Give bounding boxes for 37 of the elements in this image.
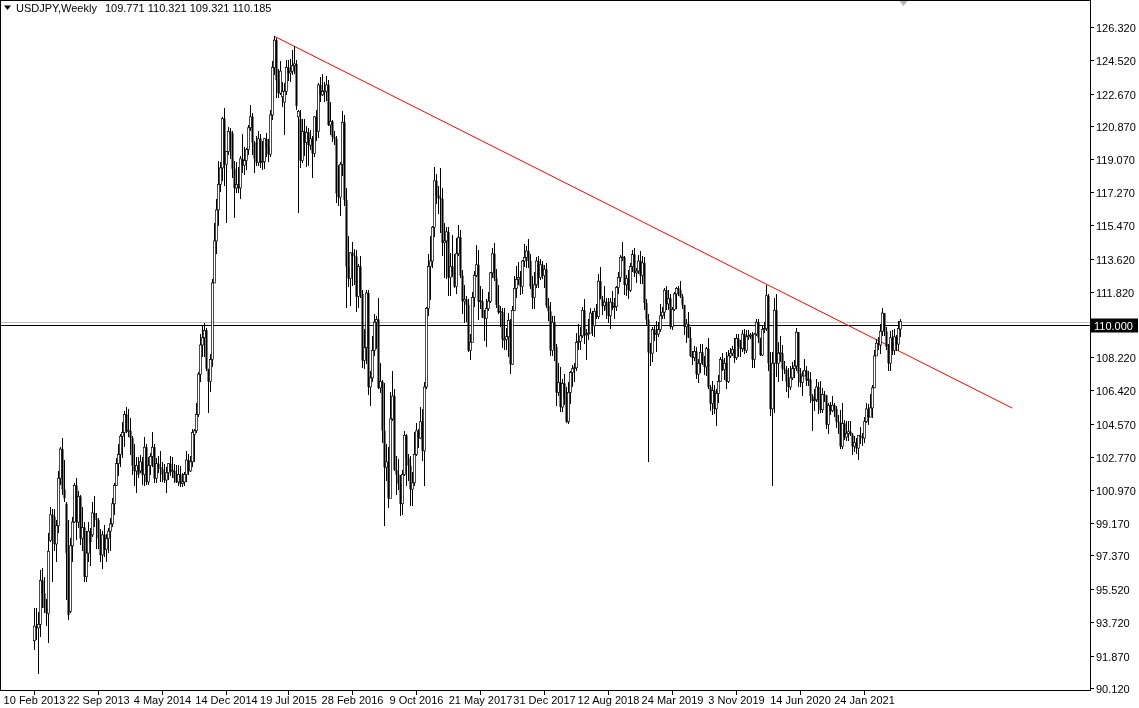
y-tick-label: 95.520 [1096, 583, 1130, 596]
y-tick-label: 106.420 [1096, 384, 1136, 397]
y-tick-label: 122.670 [1096, 88, 1136, 101]
x-tick-label: 10 Feb 2013 [3, 694, 66, 706]
y-tick-label: 102.770 [1096, 451, 1136, 464]
y-tick-label: 111.820 [1096, 286, 1135, 299]
y-tick-label: 104.570 [1096, 418, 1136, 431]
x-tick-label: 14 Jun 2020 [770, 694, 831, 706]
x-tick-label: 21 May 2017 [448, 694, 513, 706]
y-tick-label: 97.370 [1096, 549, 1130, 562]
y-tick-label: 119.070 [1096, 153, 1135, 166]
y-tick-label: 99.170 [1096, 517, 1130, 530]
y-tick-label: 117.270 [1096, 186, 1135, 199]
chart-title: USDJPY,Weekly [16, 2, 98, 14]
y-tick-label: 120.870 [1096, 120, 1136, 133]
x-tick-label: 19 Jul 2015 [260, 694, 317, 706]
y-tick-label: 126.320 [1096, 21, 1136, 34]
ref-line-label: 110.000 [1094, 319, 1133, 332]
y-tick-label: 100.970 [1096, 484, 1136, 497]
x-tick-label: 28 Feb 2016 [321, 694, 384, 706]
x-tick-label: 14 Dec 2014 [195, 694, 258, 706]
x-tick-label: 22 Sep 2013 [67, 694, 130, 706]
chart-subtitle: 109.771 110.321 109.321 110.185 [104, 2, 272, 14]
y-tick-label: 113.620 [1096, 253, 1135, 266]
y-tick-label: 90.120 [1096, 682, 1130, 695]
x-tick-label: 24 Jan 2021 [834, 694, 895, 706]
x-tick-label: 4 May 2014 [133, 694, 192, 706]
x-tick-label: 9 Oct 2016 [389, 694, 444, 706]
y-tick-label: 124.520 [1096, 54, 1136, 67]
x-tick-label: 24 Mar 2019 [641, 694, 704, 706]
y-tick-label: 108.220 [1096, 351, 1136, 364]
y-tick-label: 93.720 [1096, 616, 1130, 629]
x-tick-label: 3 Nov 2019 [708, 694, 765, 706]
x-tick-label: 12 Aug 2018 [577, 694, 640, 706]
y-tick-label: 91.870 [1096, 650, 1130, 663]
y-tick-label: 115.470 [1096, 219, 1135, 232]
x-tick-label: 31 Dec 2017 [513, 694, 576, 706]
